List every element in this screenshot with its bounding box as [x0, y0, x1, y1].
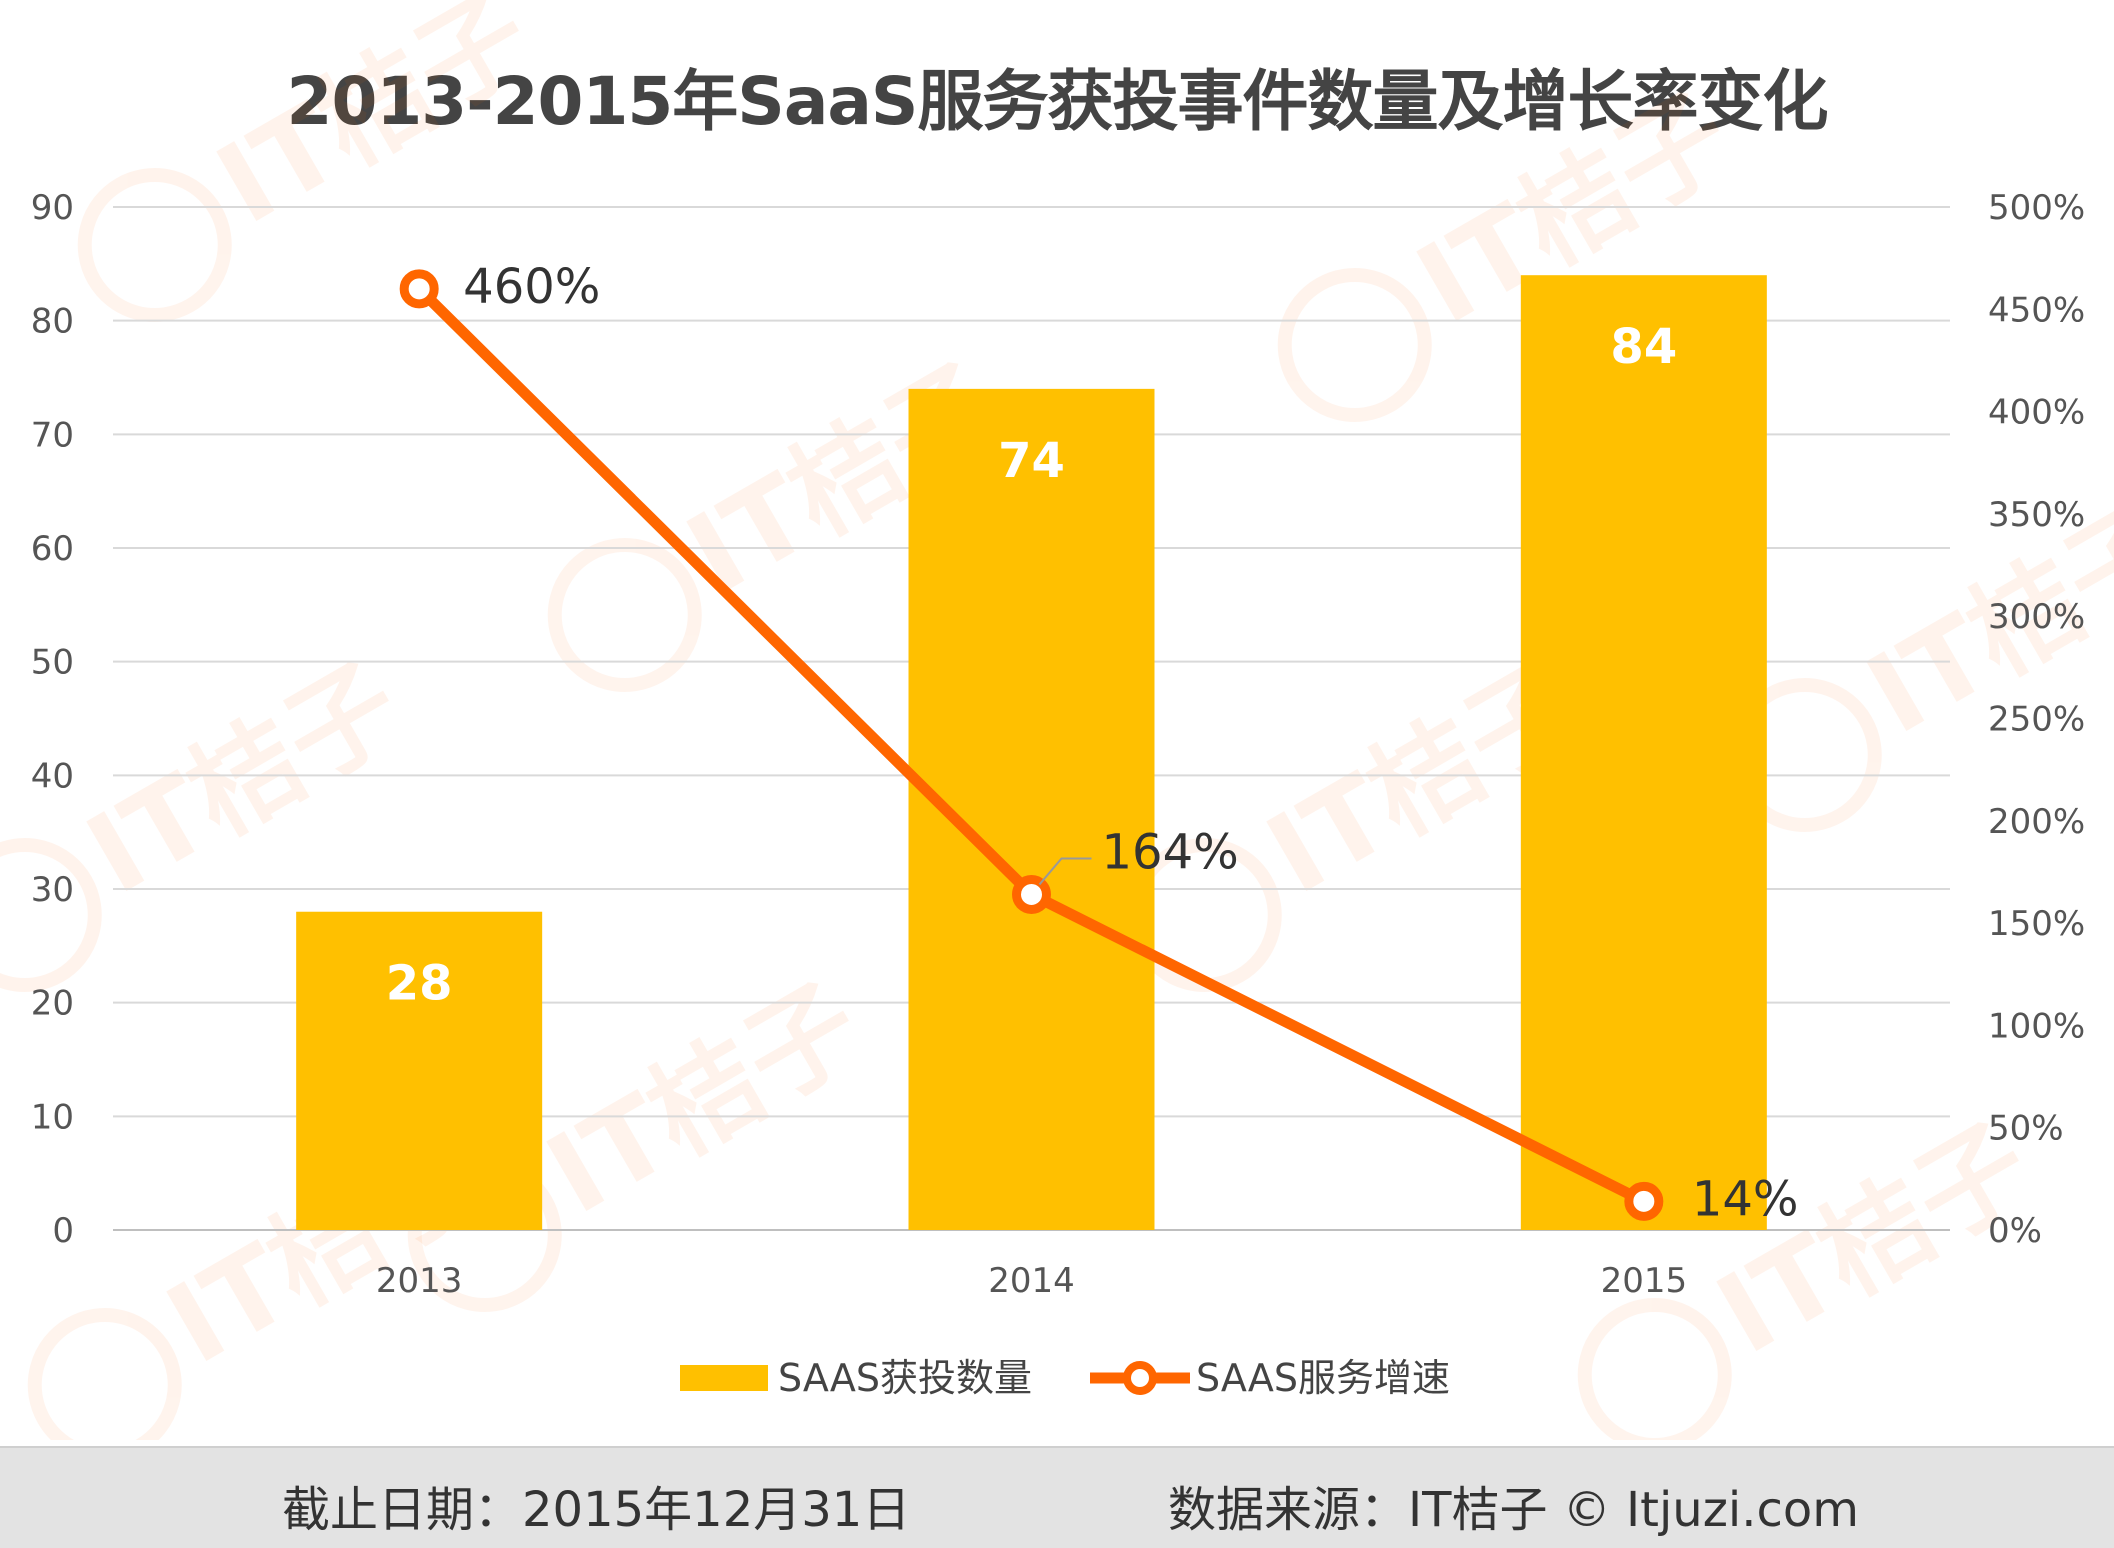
- y-right-tick-label: 500%: [1988, 188, 2085, 228]
- line-data-label: 460%: [463, 259, 600, 315]
- footer-divider: [0, 1446, 2114, 1448]
- data-source: 数据来源：IT桔子 © Itjuzi.com: [1168, 1482, 1860, 1538]
- x-tick-label: 2014: [988, 1261, 1075, 1301]
- y-left-tick-label: 80: [31, 302, 74, 342]
- y-left-tick-label: 90: [31, 188, 74, 228]
- legend-line-label: SAAS服务增速: [1196, 1356, 1450, 1400]
- y-right-tick-label: 150%: [1988, 904, 2085, 944]
- watermark-logo: [1277, 268, 1432, 422]
- y-right-tick-label: 400%: [1988, 393, 2085, 433]
- legend-bar-label: SAAS获投数量: [778, 1356, 1032, 1400]
- watermark-logo: [77, 168, 232, 322]
- y-right-tick-label: 0%: [1988, 1211, 2042, 1251]
- y-left-tick-label: 50: [31, 643, 74, 683]
- y-right-tick-label: 350%: [1988, 495, 2085, 535]
- cutoff-date: 截止日期：2015年12月31日: [282, 1482, 911, 1538]
- y-right-tick-label: 250%: [1988, 700, 2085, 740]
- bar-data-label: 74: [998, 433, 1065, 489]
- legend-bar-swatch: [680, 1365, 768, 1391]
- bar: [296, 911, 543, 1230]
- watermark-logo: [547, 538, 702, 692]
- y-left-tick-label: 0: [52, 1211, 74, 1251]
- y-left-tick-label: 30: [31, 870, 74, 910]
- line-point: [399, 269, 439, 309]
- x-axis: 2013 2014 2015: [376, 1261, 1687, 1301]
- y-right-tick-label: 50%: [1988, 1109, 2064, 1149]
- y-right-tick-label: 100%: [1988, 1006, 2085, 1046]
- line-point: [1624, 1181, 1664, 1221]
- bar: [1520, 275, 1767, 1230]
- watermark-text: IT桔子: [527, 960, 882, 1239]
- y-left-tick-label: 60: [31, 529, 74, 569]
- x-tick-label: 2015: [1601, 1261, 1688, 1301]
- bar-data-label: 28: [386, 956, 453, 1012]
- watermark-logo: [27, 1308, 182, 1440]
- line-data-label: 14%: [1692, 1171, 1799, 1227]
- line-point: [1012, 874, 1051, 914]
- legend-line-marker: [1123, 1361, 1157, 1395]
- y-right-tick-label: 450%: [1988, 290, 2085, 330]
- y-left-tick-label: 40: [31, 756, 74, 796]
- y-left-tick-label: 70: [31, 415, 74, 455]
- y-right-tick-label: 300%: [1988, 597, 2085, 637]
- y-axis-left: 0 10 20 30 40 50 60 70 80 90: [31, 188, 74, 1251]
- footer-bar: 截止日期：2015年12月31日 数据来源：IT桔子 © Itjuzi.com: [0, 1448, 2114, 1548]
- chart-title: 2013-2015年SaaS服务获投事件数量及增长率变化: [286, 63, 1829, 140]
- y-left-tick-label: 10: [31, 1097, 74, 1137]
- y-axis-right: 0% 50% 100% 150% 200% 250% 300% 350% 400% 450% 500…: [1988, 188, 2085, 1251]
- line-series: 460% 164% 14%: [399, 259, 1799, 1227]
- watermark-text: IT桔子: [67, 640, 422, 919]
- watermark-logo: [1577, 1298, 1732, 1440]
- y-left-tick-label: 20: [31, 984, 74, 1024]
- watermark-text: IT桔子: [197, 0, 552, 248]
- legend: SAAS获投数量 SAAS服务增速: [680, 1356, 1450, 1400]
- line-data-label: 164%: [1102, 824, 1239, 880]
- bar-data-label: 84: [1610, 319, 1677, 375]
- watermark-logo: [0, 838, 102, 992]
- watermark: IT桔子: [1727, 480, 2114, 832]
- y-right-tick-label: 200%: [1988, 802, 2085, 842]
- x-tick-label: 2013: [376, 1261, 463, 1301]
- bar-series: 28 74 84: [296, 275, 1767, 1230]
- leader-line: [1038, 857, 1092, 886]
